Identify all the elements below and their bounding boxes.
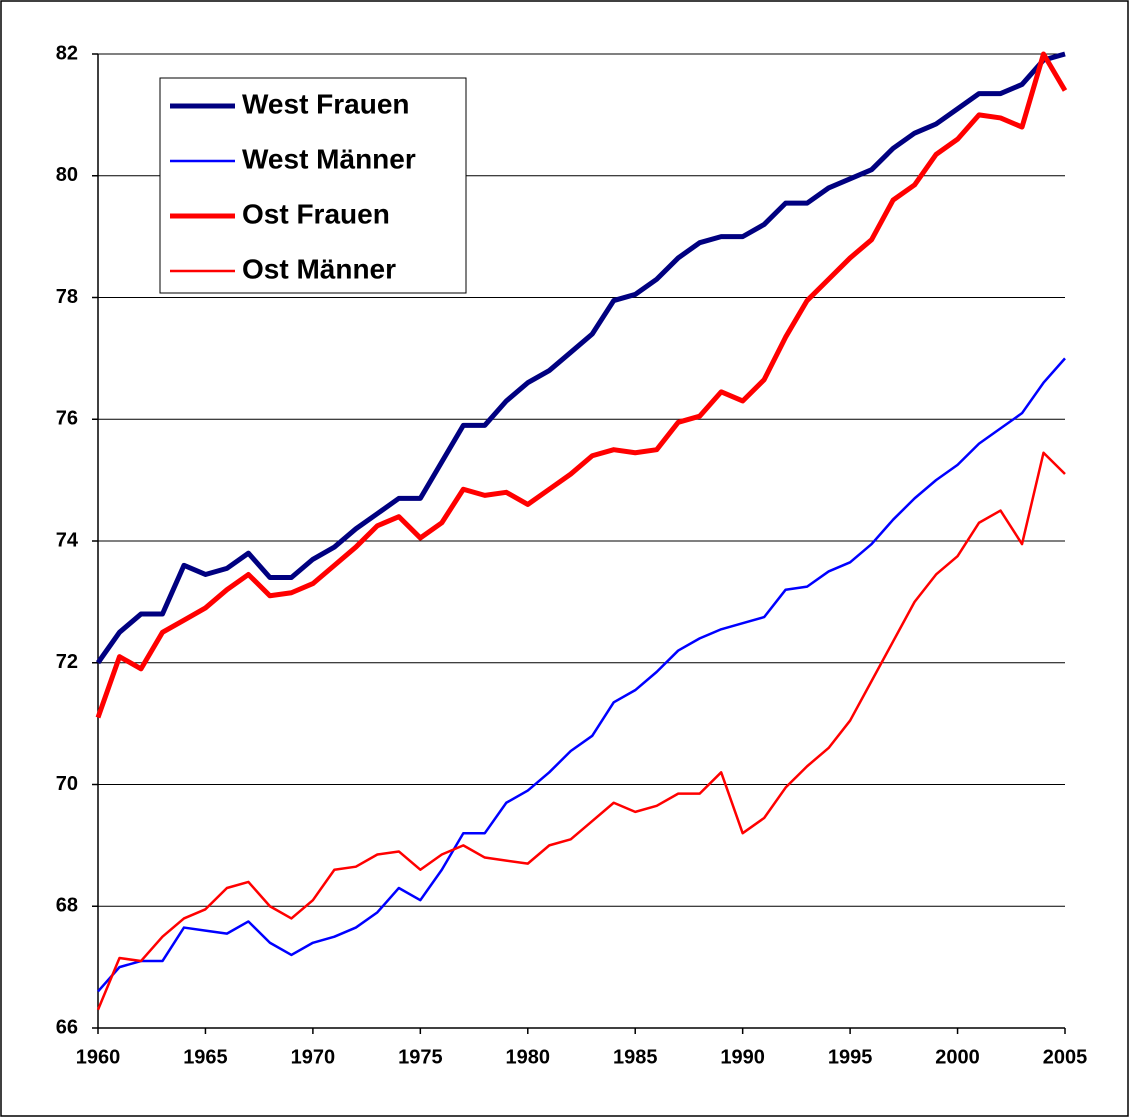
data-line: [95, 51, 1066, 665]
x-tick-label: 1985: [613, 1046, 658, 1068]
x-tick-label: 1970: [291, 1046, 336, 1068]
y-tick-label: 66: [56, 1016, 78, 1038]
y-tick-label: 68: [56, 895, 78, 917]
x-tick-label: 1960: [76, 1046, 121, 1068]
x-tick-label: 1990: [720, 1046, 765, 1068]
x-tick-label: 1995: [828, 1046, 873, 1068]
x-tick-label: 2000: [935, 1046, 980, 1068]
y-tick-label: 72: [56, 651, 78, 673]
x-tick-label: 1965: [183, 1046, 228, 1068]
legend-box: [159, 77, 467, 294]
legend-label: Ost Frauen: [242, 198, 390, 229]
legend-label: West Männer: [242, 143, 416, 174]
data-line: [95, 51, 1068, 719]
y-tick-label: 76: [56, 408, 78, 430]
x-tick-label: 2005: [1043, 1046, 1088, 1068]
x-tick-label: 1975: [398, 1046, 443, 1068]
x-tick-label: 1980: [506, 1046, 551, 1068]
legend-label: West Frauen: [242, 88, 410, 119]
legend-label: Ost Männer: [242, 253, 396, 284]
legend: West Frauen West Männer Ost Frauen Ost Männ…: [159, 77, 467, 294]
y-tick-label: 70: [56, 773, 78, 795]
data-line: [96, 451, 1066, 1011]
data-line: [97, 357, 1066, 993]
y-tick-label: 80: [56, 164, 78, 186]
y-tick-label: 78: [56, 286, 78, 308]
y-tick-label: 74: [56, 529, 79, 551]
y-tick-label: 82: [56, 42, 78, 64]
